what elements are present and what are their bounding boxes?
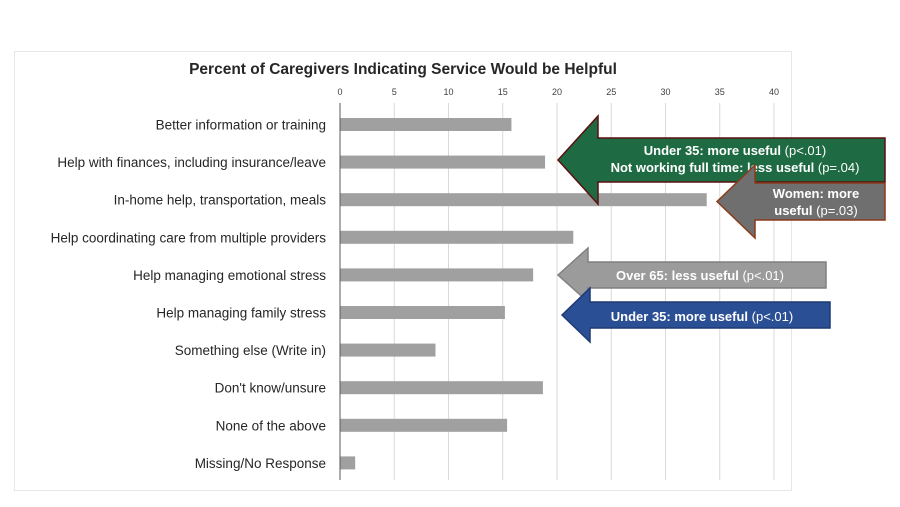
- bar: [340, 193, 707, 207]
- category-label: Help coordinating care from multiple pro…: [51, 230, 327, 245]
- category-label: Better information or training: [156, 118, 326, 133]
- bar: [340, 456, 356, 470]
- x-tick-label: 20: [552, 87, 562, 97]
- bar: [340, 155, 546, 169]
- annotation-arrow: [715, 163, 886, 240]
- x-tick-label: 30: [660, 87, 670, 97]
- annotation-text: useful (p=.03): [774, 203, 857, 218]
- bar: [340, 118, 512, 131]
- category-label: None of the above: [216, 418, 326, 433]
- annotation-text: Under 35: more useful (p<.01): [611, 309, 793, 324]
- bar: [340, 418, 508, 432]
- annotation-text: Over 65: less useful (p<.01): [616, 268, 784, 283]
- bar: [340, 268, 534, 282]
- x-tick-label: 40: [769, 87, 779, 97]
- bar: [340, 230, 574, 244]
- category-label: Something else (Write in): [175, 343, 326, 358]
- x-tick-label: 5: [392, 87, 397, 97]
- x-tick-label: 25: [606, 87, 616, 97]
- bar: [340, 381, 543, 395]
- category-label: In-home help, transportation, meals: [114, 193, 327, 208]
- annotation-arrow: [560, 286, 831, 344]
- annotation-text: Under 35: more useful (p<.01): [644, 143, 826, 158]
- x-tick-label: 35: [715, 87, 725, 97]
- category-label: Don't know/unsure: [215, 381, 326, 396]
- annotation-arrow: [556, 114, 886, 206]
- x-tick-label: 10: [443, 87, 453, 97]
- category-label: Missing/No Response: [195, 456, 326, 471]
- x-tick-label: 15: [498, 87, 508, 97]
- category-label: Help managing family stress: [156, 306, 326, 321]
- bar: [340, 306, 505, 319]
- chart-title: Percent of Caregivers Indicating Service…: [189, 61, 617, 78]
- category-label: Help with finances, including insurance/…: [57, 155, 326, 170]
- annotation-text: Women: more: [773, 186, 859, 201]
- category-label: Help managing emotional stress: [133, 268, 326, 283]
- annotation-text: Not working full time: less useful (p=.0…: [611, 160, 860, 175]
- x-tick-label: 0: [337, 87, 342, 97]
- bar: [340, 343, 436, 357]
